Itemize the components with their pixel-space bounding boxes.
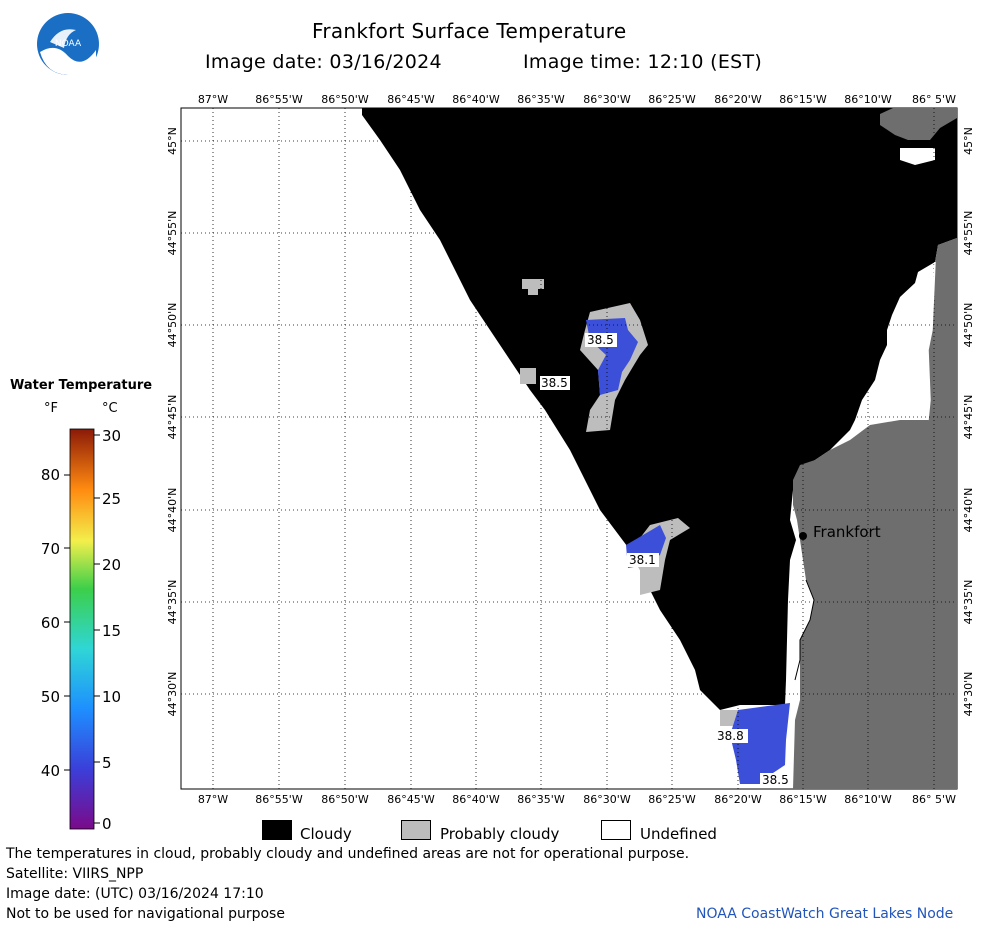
temperature-color-bar: 80 70 60 50 40 30 25 20 15 10 5 0 (41, 427, 121, 833)
c-tick-30: 30 (102, 427, 121, 445)
lon-top-5: 86°35'W (517, 93, 565, 106)
lat-right-5: 44°35'N (962, 580, 975, 625)
lon-top-1: 86°55'W (255, 93, 303, 106)
legend-unit-c: °C (102, 401, 118, 416)
lon-bottom-7: 86°25'W (648, 793, 696, 806)
lon-bottom-2: 86°50'W (321, 793, 369, 806)
lat-labels: 45°N 44°55'N 44°50'N 44°45'N 44°40'N 44°… (166, 127, 975, 716)
lon-top-10: 86°10'W (844, 93, 892, 106)
c-tick-0: 0 (102, 815, 112, 833)
noaa-logo: NOAA (36, 12, 100, 76)
lat-left-2: 44°50'N (166, 303, 179, 348)
image-date: Image date: 03/16/2024 (205, 51, 442, 73)
lat-right-4: 44°40'N (962, 488, 975, 533)
lon-top-7: 86°25'W (648, 93, 696, 106)
land-region-ne (880, 108, 957, 140)
footer-image-date-utc: Image date: (UTC) 03/16/2024 17:10 (6, 886, 264, 902)
coastline-south (794, 579, 815, 681)
lat-right-3: 44°45'N (962, 395, 975, 440)
lon-top-9: 86°15'W (779, 93, 827, 106)
c-tick-10: 10 (102, 688, 121, 706)
f-tick-80: 80 (41, 466, 60, 484)
undefined-patch (900, 148, 935, 165)
lon-top-11: 86° 5'W (912, 93, 956, 106)
graticule (181, 108, 957, 789)
legend-unit-f: °F (44, 401, 58, 416)
lat-left-5: 44°35'N (166, 580, 179, 625)
temp-label-1: 38.5 (587, 333, 614, 347)
land-region (793, 238, 957, 789)
lat-left-1: 44°55'N (166, 211, 179, 256)
lat-left-6: 44°30'N (166, 672, 179, 717)
probably-cloudy-key-label: Probably cloudy (440, 825, 560, 843)
image-time: Image time: 12:10 (EST) (523, 51, 763, 73)
temperature-labels: 38.5 38.5 38.1 38.8 38.5 (540, 333, 792, 787)
cloudy-key-label: Cloudy (300, 825, 352, 843)
cloudy-swatch (262, 820, 292, 840)
footer-credit: NOAA CoastWatch Great Lakes Node (696, 906, 954, 922)
lon-bottom-9: 86°15'W (779, 793, 827, 806)
noaa-logo-text: NOAA (55, 39, 82, 49)
lon-bottom-4: 86°40'W (452, 793, 500, 806)
lon-bottom-11: 86° 5'W (912, 793, 956, 806)
lon-labels: 87°W 86°55'W 86°50'W 86°45'W 86°40'W 86°… (198, 93, 956, 806)
undefined-swatch (601, 820, 631, 840)
f-tick-70: 70 (41, 540, 60, 558)
lon-bottom-0: 87°W (198, 793, 228, 806)
frankfort-marker (799, 532, 807, 540)
lat-left-3: 44°45'N (166, 395, 179, 440)
lon-top-8: 86°20'W (714, 93, 762, 106)
lat-left-0: 45°N (166, 127, 179, 155)
coastline (927, 261, 936, 421)
lon-top-4: 86°40'W (452, 93, 500, 106)
lon-top-6: 86°30'W (583, 93, 631, 106)
c-tick-5: 5 (102, 754, 112, 772)
footer-disclaimer: The temperatures in cloud, probably clou… (6, 846, 690, 862)
lon-bottom-5: 86°35'W (517, 793, 565, 806)
lon-top-2: 86°50'W (321, 93, 369, 106)
temp-label-5: 38.5 (762, 773, 789, 787)
undefined-key-label: Undefined (640, 825, 717, 843)
footer-satellite: Satellite: VIIRS_NPP (6, 866, 144, 882)
f-tick-60: 60 (41, 614, 60, 632)
lat-right-6: 44°30'N (962, 672, 975, 717)
noaa-logo-icon: NOAA (37, 13, 99, 76)
lat-right-0: 45°N (962, 127, 975, 155)
lon-bottom-6: 86°30'W (583, 793, 631, 806)
cloudy-region (362, 108, 957, 710)
footer-navigation-note: Not to be used for navigational purpose (6, 906, 285, 922)
temp-label-4: 38.8 (717, 729, 744, 743)
temp-label-2: 38.5 (541, 376, 568, 390)
lon-top-0: 87°W (198, 93, 228, 106)
lon-bottom-3: 86°45'W (387, 793, 435, 806)
city-label: Frankfort (813, 523, 881, 541)
c-tick-15: 15 (102, 622, 121, 640)
lon-bottom-8: 86°20'W (714, 793, 762, 806)
lon-top-3: 86°45'W (387, 93, 435, 106)
legend-title: Water Temperature (10, 378, 153, 393)
probably-cloudy-swatch (401, 820, 431, 840)
c-tick-20: 20 (102, 556, 121, 574)
c-tick-25: 25 (102, 490, 121, 508)
lon-bottom-10: 86°10'W (844, 793, 892, 806)
temp-label-3: 38.1 (629, 553, 656, 567)
lat-left-4: 44°40'N (166, 488, 179, 533)
lat-right-2: 44°50'N (962, 303, 975, 348)
lon-bottom-1: 86°55'W (255, 793, 303, 806)
f-tick-40: 40 (41, 762, 60, 780)
lat-right-1: 44°55'N (962, 211, 975, 256)
f-tick-50: 50 (41, 688, 60, 706)
page-title: Frankfort Surface Temperature (312, 19, 627, 43)
